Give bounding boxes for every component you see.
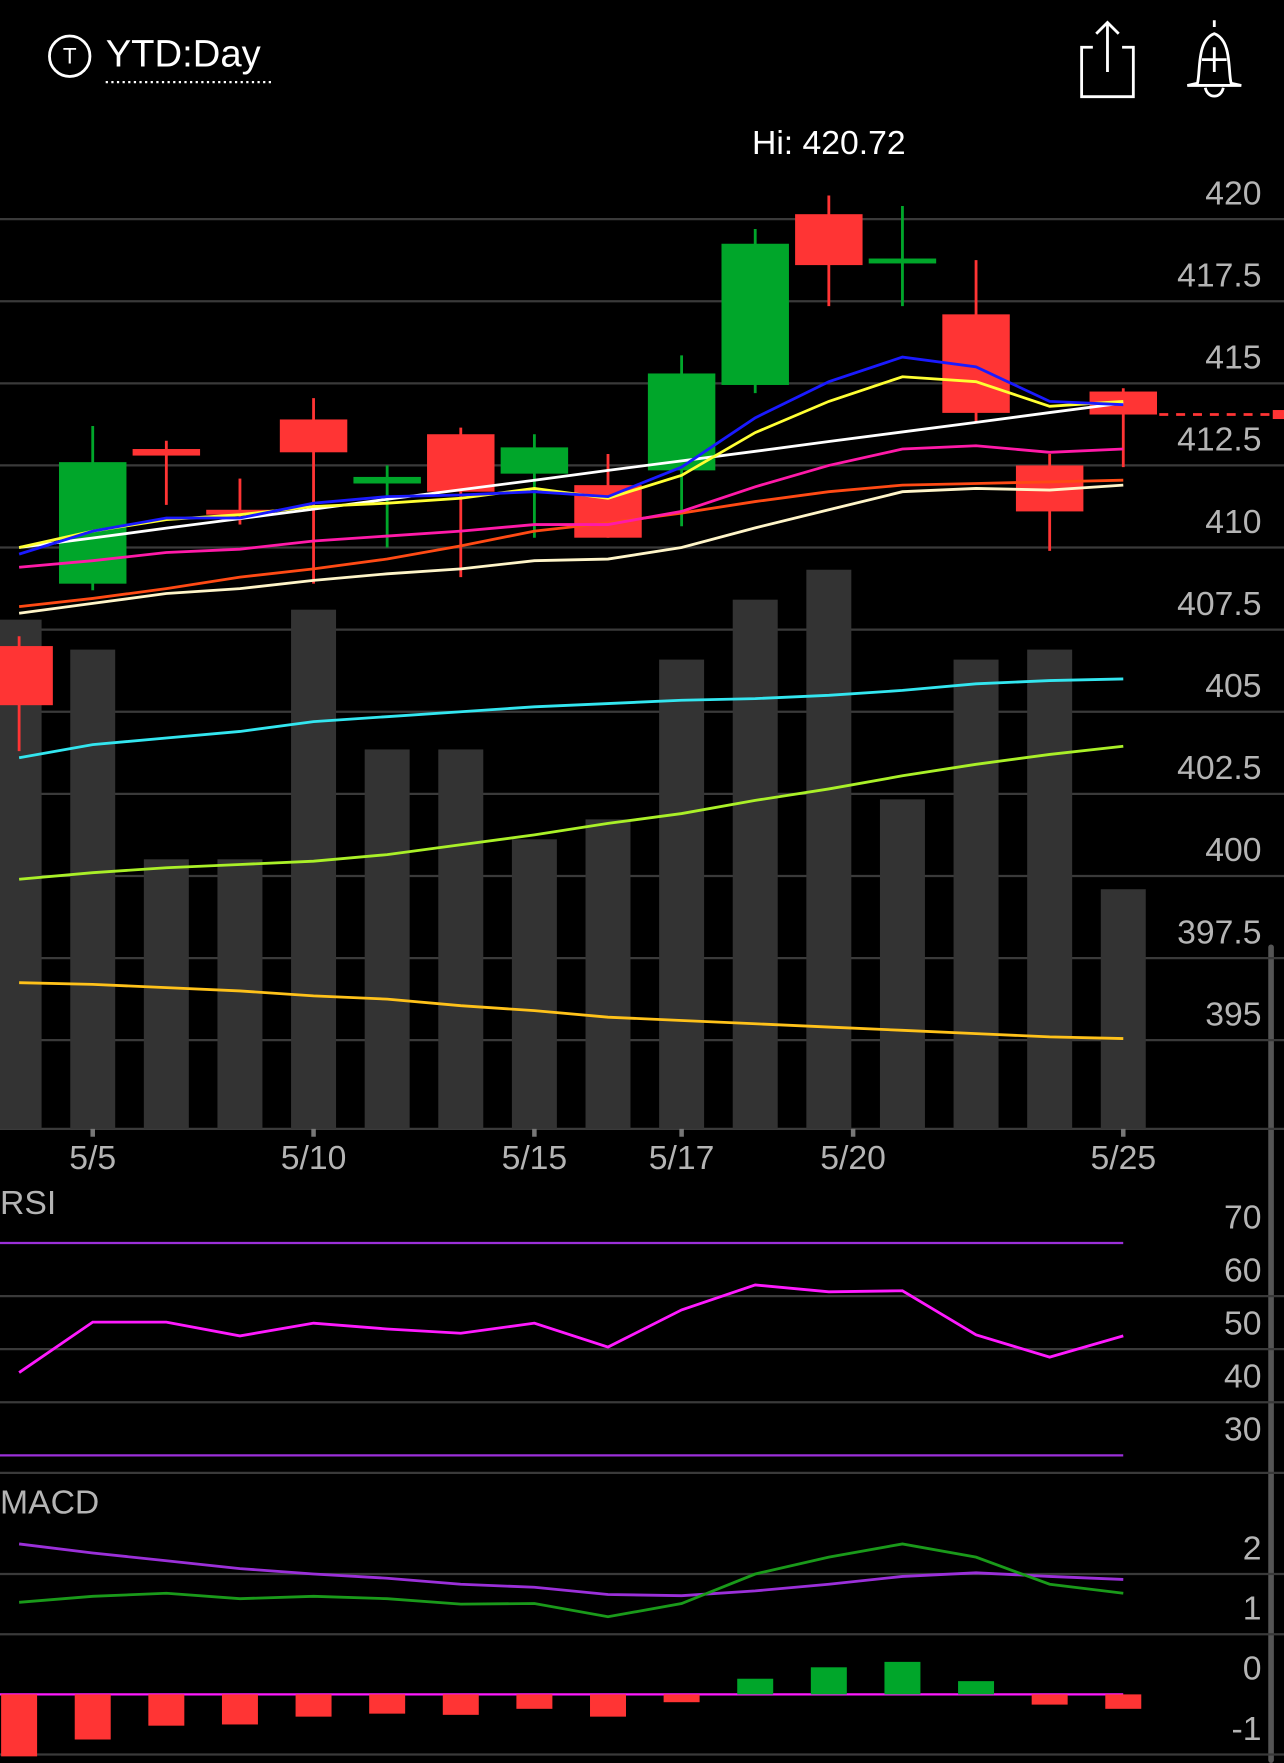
- y-tick-label: 395: [1205, 995, 1261, 1033]
- y-tick-label: 60: [1224, 1251, 1262, 1289]
- volume-bar: [659, 659, 705, 1129]
- y-tick-label: 2: [1243, 1529, 1262, 1567]
- histogram-bar: [369, 1694, 406, 1714]
- candle-body: [721, 243, 789, 385]
- y-tick-label: 412.5: [1177, 421, 1261, 459]
- share-button[interactable]: [1080, 20, 1135, 99]
- histogram-bar: [663, 1694, 700, 1703]
- y-tick-label: 40: [1224, 1358, 1262, 1396]
- line-series: [18, 1542, 1124, 1619]
- candle-body: [427, 434, 495, 492]
- histogram-bar: [1, 1694, 38, 1757]
- timeframe-selector[interactable]: T YTD:Day: [48, 32, 275, 84]
- candle-body: [279, 419, 348, 453]
- histogram-bar: [516, 1694, 553, 1709]
- share-box: [1080, 45, 1135, 99]
- line-series: [18, 1283, 1124, 1374]
- volume-bar: [511, 839, 557, 1129]
- line-series: [18, 355, 1124, 556]
- y-tick-label: 400: [1205, 831, 1261, 869]
- candle-body: [795, 214, 863, 266]
- share-arrow: [1095, 20, 1120, 72]
- candle-body: [0, 646, 53, 706]
- timeframe-title: YTD:Day: [106, 32, 262, 75]
- histogram-bar: [1031, 1694, 1068, 1705]
- volume-bar: [585, 819, 631, 1129]
- y-tick-label: -1: [1232, 1710, 1262, 1748]
- y-tick-label: 415: [1205, 339, 1261, 377]
- volume-bar: [70, 649, 116, 1129]
- x-tick-label: 5/15: [502, 1139, 568, 1177]
- histogram-bar: [148, 1694, 185, 1726]
- volume-bar: [143, 859, 189, 1129]
- bell-plus: [1201, 47, 1227, 72]
- x-tick-label: 5/25: [1090, 1139, 1156, 1177]
- volume-bar: [1027, 649, 1073, 1129]
- y-tick-label: 1: [1243, 1589, 1262, 1627]
- volume-bar: [217, 859, 263, 1129]
- alert-button[interactable]: [1187, 20, 1242, 98]
- y-tick-label: 407.5: [1177, 585, 1261, 623]
- scrollbar: [1268, 944, 1274, 1763]
- high-annotation: Hi: 420.72: [752, 124, 906, 162]
- histogram-bar: [884, 1661, 921, 1695]
- candle-body: [132, 449, 201, 456]
- histogram-bar: [74, 1694, 111, 1740]
- candle-body: [58, 462, 127, 584]
- candle-body: [500, 447, 569, 474]
- y-tick-label: 417.5: [1177, 257, 1261, 295]
- line-series: [18, 1542, 1124, 1598]
- histogram-bar: [1105, 1694, 1142, 1709]
- histogram-bar: [810, 1667, 847, 1695]
- y-tick-label: 0: [1243, 1650, 1262, 1688]
- timeframe-icon-letter: T: [63, 43, 77, 68]
- y-tick-label: 30: [1224, 1411, 1262, 1449]
- line-series: [18, 744, 1124, 881]
- y-tick-label: 50: [1224, 1304, 1262, 1342]
- volume-bar: [364, 749, 410, 1129]
- y-tick-label: 410: [1205, 503, 1261, 541]
- panel-title: MACD: [0, 1483, 99, 1521]
- volume-bar: [806, 569, 852, 1129]
- x-tick-label: 5/5: [69, 1139, 116, 1177]
- candle-body: [206, 509, 274, 515]
- histogram-bar: [442, 1694, 479, 1715]
- y-tick-label: 70: [1224, 1198, 1262, 1236]
- candle-body: [574, 485, 642, 538]
- histogram-bar: [958, 1681, 995, 1695]
- last-price-marker: [1272, 410, 1284, 420]
- line-series: [18, 478, 1124, 609]
- volume-bar: [291, 609, 337, 1129]
- candle-body: [647, 373, 716, 471]
- bell: [1187, 20, 1242, 98]
- histogram-bar: [221, 1694, 258, 1725]
- volume-bar: [438, 749, 484, 1129]
- line-series: [19, 981, 1124, 1040]
- volume-bar: [1100, 889, 1146, 1129]
- x-tick-label: 5/20: [820, 1139, 886, 1177]
- x-tick-label: 5/17: [649, 1139, 715, 1177]
- line-series: [18, 444, 1124, 569]
- y-tick-label: 402.5: [1177, 749, 1261, 787]
- volume-bar: [879, 799, 925, 1129]
- histogram-bar: [590, 1694, 626, 1717]
- volume-bar: [953, 659, 999, 1129]
- candle-body: [353, 476, 421, 484]
- x-tick-label: 5/10: [281, 1139, 347, 1177]
- y-tick-label: 397.5: [1177, 913, 1261, 951]
- line-series: [18, 483, 1124, 615]
- candle-body: [868, 258, 937, 264]
- histogram-bar: [295, 1694, 332, 1717]
- line-series: [18, 401, 1124, 549]
- panel-title: RSI: [0, 1184, 56, 1222]
- y-tick-label: 405: [1205, 667, 1261, 705]
- line-series: [18, 677, 1124, 760]
- y-tick-label: 420: [1205, 174, 1261, 212]
- volume-bar: [732, 599, 778, 1129]
- histogram-bar: [737, 1678, 774, 1695]
- timeframe-icon: [48, 34, 92, 78]
